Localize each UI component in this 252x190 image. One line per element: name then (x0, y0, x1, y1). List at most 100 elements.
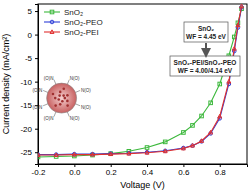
point-marker (109, 152, 113, 156)
point-marker (232, 47, 236, 51)
annotation-arrow (205, 43, 207, 53)
series-line (38, 7, 242, 154)
point (209, 130, 213, 134)
point (145, 151, 149, 155)
plot: -0.20.00.20.40.60.8-25-20-15-10-505SnO₂S… (20, 4, 247, 177)
point-marker (240, 4, 244, 8)
point-marker (200, 114, 204, 118)
y-tick-mark (35, 152, 38, 153)
legend-item: SnO₂-PEI (44, 28, 99, 37)
x-tick-mark (220, 164, 221, 167)
inset-label: N(O) (81, 105, 91, 110)
legend-label: SnO₂-PEI (64, 28, 99, 37)
point-marker (163, 149, 167, 153)
x-tick: -0.2 (32, 164, 46, 177)
x-tick-label: 0.6 (178, 168, 190, 177)
x-tick: 0.8 (215, 164, 227, 177)
legend-marker-shape (50, 30, 54, 34)
inset-atom (62, 87, 65, 90)
inset-atom (62, 94, 65, 97)
inset-atom (61, 100, 64, 103)
inset-atom (66, 104, 69, 107)
y-tick-label: -25 (20, 148, 32, 157)
y-tick: -20 (20, 125, 38, 134)
x-tick: 0.0 (69, 164, 81, 177)
inset-atom (58, 94, 61, 97)
legend-item: SnO₂-PEO (44, 18, 103, 27)
x-tick-mark (183, 164, 184, 167)
point-marker (145, 146, 149, 150)
inset-atom (59, 103, 62, 106)
plot-frame (38, 4, 247, 164)
x-tick-mark (111, 164, 112, 167)
point-marker (72, 152, 76, 156)
y-tick: 5 (28, 7, 38, 16)
y-tick-label: -5 (25, 54, 33, 63)
x-tick-label: 0.2 (106, 168, 118, 177)
inset-atom (57, 98, 60, 101)
data-area (38, 4, 244, 159)
inset-label: (O)N (44, 76, 54, 81)
annotation: SnO₂WF = 4.45 eV (184, 22, 228, 42)
inset-bond (75, 104, 80, 106)
point (163, 149, 167, 153)
point-marker (163, 140, 167, 144)
legend-swatch (44, 31, 60, 32)
point (181, 146, 185, 150)
point-marker (190, 143, 194, 147)
y-tick: -10 (20, 78, 38, 87)
y-tick-mark (35, 129, 38, 130)
point (240, 4, 244, 8)
x-tick-label: 0.0 (69, 168, 81, 177)
point (232, 47, 236, 51)
legend-swatch (44, 11, 60, 12)
inset-atom (66, 94, 69, 97)
point-marker (54, 153, 58, 157)
point-marker (218, 114, 222, 118)
inset-atom (52, 93, 55, 96)
legend-label: SnO₂ (64, 8, 83, 17)
x-axis-line (39, 165, 248, 168)
legend-marker-shape (50, 20, 54, 24)
y-tick-label: -15 (20, 101, 32, 110)
point (127, 151, 131, 155)
inset-atom (64, 97, 67, 100)
inset-bond (43, 104, 48, 106)
y-tick-mark (35, 82, 38, 83)
inset-atom (66, 100, 69, 103)
point (182, 131, 186, 135)
inset-label: (O)N (32, 105, 42, 110)
y-axis-line (35, 5, 39, 165)
inset-bond (54, 112, 56, 117)
annotation-text: SnO₂-PEI/SnO₂-PEO (174, 59, 237, 66)
legend-label: SnO₂-PEO (64, 18, 103, 27)
x-tick-mark (74, 164, 75, 167)
inset: N(O)N(O)N(O)N(O)(O)N(O)N(O)N(O)N (32, 76, 91, 122)
x-tick: 0.4 (142, 164, 154, 177)
legend-item: SnO₂ (44, 8, 83, 17)
point (218, 82, 222, 86)
point-marker (91, 152, 95, 156)
point (190, 143, 194, 147)
annotation-box (184, 22, 228, 42)
x-tick-mark (147, 164, 148, 167)
annotation: SnO₂-PEI/SnO₂-PEOWF = 4.00/4.14 eV (170, 56, 240, 76)
inset-bond (54, 80, 56, 85)
inset-label: N(O) (81, 88, 91, 93)
annotation-text: WF = 4.00/4.14 eV (178, 67, 233, 74)
y-tick-label: 0 (28, 31, 33, 40)
y-tick-mark (35, 58, 38, 59)
inset-label: (O)N (44, 116, 54, 121)
legend-marker (50, 20, 54, 24)
point (163, 140, 167, 144)
inset-bond (43, 90, 48, 92)
y-axis: -25 -20 -15 -10 -5 0 5 (20, 5, 38, 165)
y-tick-mark (35, 11, 38, 12)
point-marker (227, 79, 231, 83)
x-axis-title: Voltage (V) (120, 180, 165, 190)
y-tick-mark (35, 35, 38, 36)
point-marker (182, 131, 186, 135)
point (109, 152, 113, 156)
x-tick: 0.2 (106, 164, 118, 177)
inset-label: (O)N (32, 88, 42, 93)
